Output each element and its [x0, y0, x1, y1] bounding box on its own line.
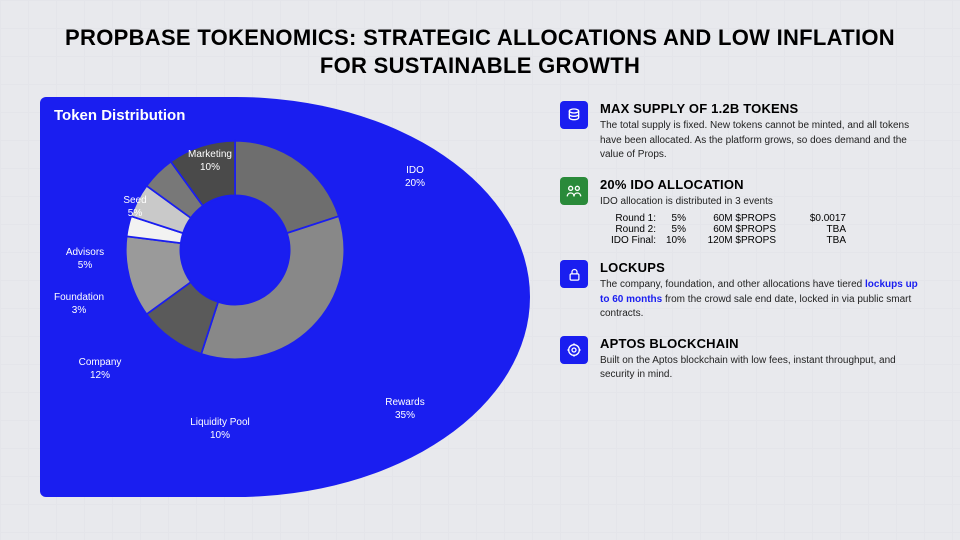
feature-desc: The company, foundation, and other alloc… [600, 278, 920, 322]
slice-label-marketing: Marketing10% [175, 149, 245, 174]
content-row: Token Distribution IDO20% Rewards35% Liqui… [40, 97, 920, 497]
table-row: IDO Final:10%120M $PROPSTBA [600, 235, 920, 246]
slice-label-seed: Seed5% [100, 195, 170, 220]
feature-title: APTOS BLOCKCHAIN [600, 336, 920, 351]
slice-label-company: Company12% [65, 357, 135, 382]
lock-icon [560, 260, 588, 288]
feature-desc: The total supply is fixed. New tokens ca… [600, 119, 920, 163]
slice-label-ido: IDO20% [380, 165, 450, 190]
feature-1: 20% IDO ALLOCATION IDO allocation is dist… [560, 177, 920, 247]
slice-label-rewards: Rewards35% [370, 397, 440, 422]
feature-desc: Built on the Aptos blockchain with low f… [600, 354, 920, 383]
feature-body: 20% IDO ALLOCATION IDO allocation is dist… [600, 177, 920, 247]
table-row: Round 1:5%60M $PROPS$0.0017 [600, 213, 920, 224]
page-container: PROPBASE TOKENOMICS: STRATEGIC ALLOCATIO… [0, 0, 960, 521]
feature-body: LOCKUPS The company, foundation, and othe… [600, 260, 920, 322]
coins-icon [560, 101, 588, 129]
table-row: Round 2:5%60M $PROPSTBA [600, 224, 920, 235]
feature-title: 20% IDO ALLOCATION [600, 177, 920, 192]
feature-3: APTOS BLOCKCHAIN Built on the Aptos block… [560, 336, 920, 383]
slice-label-liquidity-pool: Liquidity Pool10% [185, 417, 255, 442]
feature-desc: IDO allocation is distributed in 3 event… [600, 195, 920, 210]
page-title: PROPBASE TOKENOMICS: STRATEGIC ALLOCATIO… [40, 24, 920, 79]
people-icon [560, 177, 588, 205]
chart-title: Token Distribution [54, 107, 185, 124]
feature-0: MAX SUPPLY OF 1.2B TOKENS The total suppl… [560, 101, 920, 163]
slice-label-advisors: Advisors5% [50, 247, 120, 272]
ido-allocation-table: Round 1:5%60M $PROPS$0.0017Round 2:5%60M… [600, 213, 920, 246]
feature-title: MAX SUPPLY OF 1.2B TOKENS [600, 101, 920, 116]
feature-2: LOCKUPS The company, foundation, and othe… [560, 260, 920, 322]
feature-body: APTOS BLOCKCHAIN Built on the Aptos block… [600, 336, 920, 383]
feature-title: LOCKUPS [600, 260, 920, 275]
target-icon [560, 336, 588, 364]
features-column: MAX SUPPLY OF 1.2B TOKENS The total suppl… [560, 97, 920, 497]
slice-label-foundation: Foundation3% [44, 292, 114, 317]
feature-body: MAX SUPPLY OF 1.2B TOKENS The total suppl… [600, 101, 920, 163]
donut-hole [182, 197, 289, 304]
token-distribution-panel: Token Distribution IDO20% Rewards35% Liqui… [40, 97, 530, 497]
